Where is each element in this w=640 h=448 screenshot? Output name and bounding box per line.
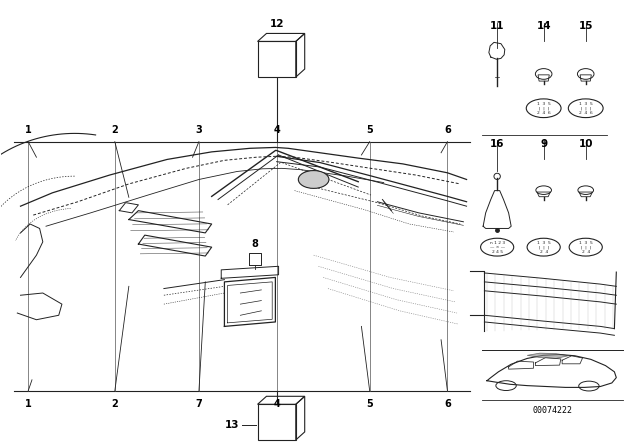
Text: 6: 6 — [444, 399, 451, 409]
Text: 3: 3 — [196, 125, 202, 135]
Text: 16: 16 — [490, 138, 504, 149]
Text: 10: 10 — [579, 138, 593, 149]
Text: 1  3  5
|  |  |
2  4: 1 3 5 | | | 2 4 — [579, 241, 593, 254]
Text: 4: 4 — [273, 125, 280, 135]
Text: 8: 8 — [252, 239, 259, 249]
Polygon shape — [527, 353, 568, 358]
Text: 7: 7 — [196, 399, 202, 409]
Text: 9: 9 — [540, 138, 547, 149]
Text: 11: 11 — [490, 22, 504, 31]
Text: 5: 5 — [366, 125, 373, 135]
Text: 1: 1 — [25, 399, 31, 409]
Ellipse shape — [298, 171, 329, 188]
Text: 1  3  5
|  |  |
2  4  6: 1 3 5 | | | 2 4 6 — [537, 102, 550, 115]
Text: 5: 5 — [366, 399, 373, 409]
Text: 2: 2 — [111, 125, 118, 135]
Text: 1  3  5
|  |  |
2  4: 1 3 5 | | | 2 4 — [537, 241, 550, 254]
Text: 2: 2 — [111, 399, 118, 409]
Text: 14: 14 — [536, 22, 551, 31]
Text: 1: 1 — [25, 125, 31, 135]
Text: n 1 2 3
— × —
2 4 5: n 1 2 3 — × — 2 4 5 — [490, 241, 505, 254]
Text: 1  3  5
|  |  |
2  4  6: 1 3 5 | | | 2 4 6 — [579, 102, 593, 115]
Text: 4: 4 — [273, 399, 280, 409]
Text: 15: 15 — [579, 22, 593, 31]
Text: 00074222: 00074222 — [532, 405, 573, 415]
Text: 6: 6 — [444, 125, 451, 135]
Text: 13: 13 — [225, 420, 240, 430]
Text: 12: 12 — [269, 19, 284, 29]
